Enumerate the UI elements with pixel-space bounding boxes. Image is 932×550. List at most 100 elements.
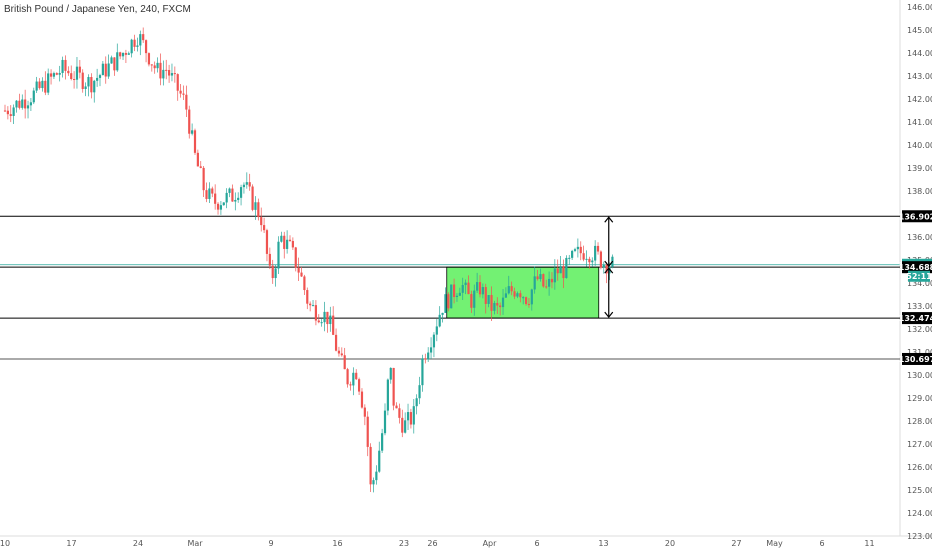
candle-body xyxy=(116,52,119,71)
candle-body xyxy=(297,267,300,273)
y-tick-label: 141.000 xyxy=(907,118,932,127)
candle-body xyxy=(98,75,102,78)
candle-body xyxy=(406,412,410,421)
candle-body xyxy=(329,315,332,325)
x-tick-label: 6 xyxy=(819,539,824,548)
candle-body xyxy=(559,266,562,274)
candle-body xyxy=(124,52,128,55)
candle-body xyxy=(67,70,70,74)
candles xyxy=(3,27,614,493)
candle-body xyxy=(159,62,162,79)
candle-body xyxy=(90,77,93,93)
candle-body xyxy=(142,34,145,41)
candle-body xyxy=(539,274,542,280)
candle-body xyxy=(185,94,188,110)
x-tick-label: Apr xyxy=(483,539,498,548)
candle-body xyxy=(398,408,401,418)
candle-body xyxy=(565,257,568,279)
candle-body xyxy=(326,311,329,325)
candle-body xyxy=(182,93,185,95)
candle-body xyxy=(337,350,341,354)
candle-body xyxy=(452,284,456,298)
x-tick-label: 17 xyxy=(66,539,76,548)
measure-arrow[interactable] xyxy=(604,267,614,319)
y-tick-label: 133.000 xyxy=(907,302,932,311)
candle-body xyxy=(360,391,364,408)
candle-body xyxy=(121,52,125,57)
candle-body xyxy=(202,167,205,191)
candle-body xyxy=(188,109,191,134)
candle-body xyxy=(231,188,234,202)
candle-body xyxy=(211,188,214,194)
candle-body xyxy=(435,326,438,335)
candle-body xyxy=(441,312,444,315)
candle-body xyxy=(9,114,12,116)
candle-body xyxy=(579,246,582,254)
candle-body xyxy=(524,297,528,305)
y-tick-label: 134.000 xyxy=(907,279,932,288)
x-tick-label: 16 xyxy=(332,539,342,548)
range-box[interactable] xyxy=(446,266,600,319)
candle-body xyxy=(156,62,159,69)
candle-body xyxy=(84,86,87,89)
candle-body xyxy=(455,295,459,298)
candle-body xyxy=(323,311,326,323)
candle-body xyxy=(496,302,499,306)
candle-body xyxy=(467,282,470,295)
candle-body xyxy=(6,110,9,115)
x-tick-label: 24 xyxy=(133,539,143,548)
candle-body xyxy=(165,69,168,71)
candle-body xyxy=(349,384,352,386)
candle-body xyxy=(334,334,338,351)
measure-arrow[interactable] xyxy=(604,216,614,268)
x-tick-label: 13 xyxy=(598,539,608,548)
y-tick-label: 131.000 xyxy=(907,348,932,357)
candle-body xyxy=(239,187,243,198)
y-tick-label: 145.000 xyxy=(907,26,932,35)
candle-body xyxy=(605,264,608,274)
candle-body xyxy=(93,80,96,93)
candle-body xyxy=(369,446,372,485)
candle-body xyxy=(228,188,231,193)
candle-body xyxy=(271,265,274,279)
candle-body xyxy=(447,294,450,309)
candle-body xyxy=(591,260,594,263)
candle-body xyxy=(527,304,531,306)
candle-body xyxy=(320,322,323,324)
candle-body xyxy=(101,63,104,76)
range-top-label: 134.688 xyxy=(899,263,932,272)
candle-body xyxy=(553,268,556,283)
candle-body xyxy=(366,416,369,447)
candle-body xyxy=(41,80,44,89)
candle-body xyxy=(588,258,591,263)
candle-body xyxy=(110,57,113,64)
candle-body xyxy=(291,240,294,248)
candle-body xyxy=(35,81,38,91)
candle-body xyxy=(599,251,603,268)
x-tick-label: 6 xyxy=(534,539,539,548)
candle-body xyxy=(153,65,156,69)
y-tick-label: 139.000 xyxy=(907,164,932,173)
candle-body xyxy=(306,290,309,304)
candle-body xyxy=(317,320,320,323)
candle-body xyxy=(162,69,165,79)
candle-body xyxy=(214,193,217,204)
candle-body xyxy=(536,276,539,280)
candle-body xyxy=(139,34,142,46)
candle-body xyxy=(61,59,64,73)
candle-body xyxy=(150,64,153,66)
candle-body xyxy=(513,291,516,297)
y-tick-label: 126.000 xyxy=(907,463,932,472)
candle-body xyxy=(173,73,176,75)
candle-body xyxy=(245,182,248,185)
candle-body xyxy=(340,353,343,356)
candle-body xyxy=(254,202,257,210)
candle-body xyxy=(274,268,277,279)
candle-body xyxy=(237,197,240,200)
candle-body xyxy=(193,130,197,153)
candle-body xyxy=(58,72,61,75)
candle-body xyxy=(516,293,519,297)
candle-body xyxy=(196,152,199,167)
y-tick-label: 124.000 xyxy=(907,509,932,518)
